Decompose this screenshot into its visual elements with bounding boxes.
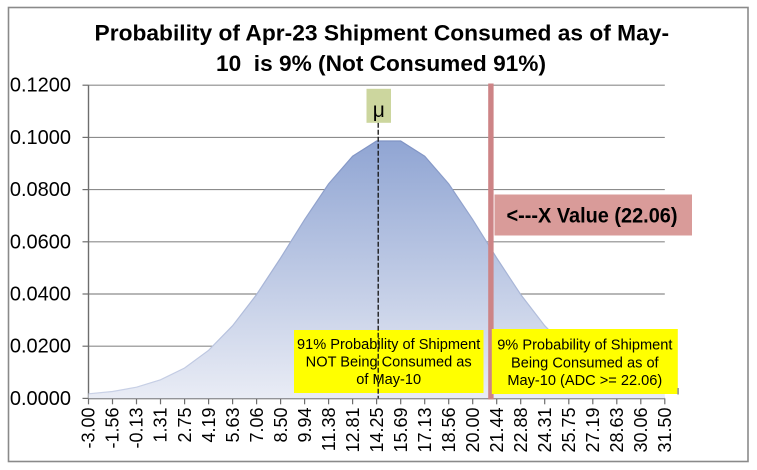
svg-text:4.19: 4.19 [199, 408, 219, 443]
svg-text:-0.13: -0.13 [127, 408, 147, 449]
svg-text:9% Probability of Shipment: 9% Probability of Shipment [497, 338, 672, 354]
svg-text:-1.56: -1.56 [103, 408, 123, 449]
svg-text:1.31: 1.31 [151, 408, 171, 443]
svg-text:-3.00: -3.00 [79, 408, 99, 449]
svg-text:0.0800: 0.0800 [10, 179, 71, 201]
svg-text:9.94: 9.94 [295, 408, 315, 443]
svg-text:0.1200: 0.1200 [10, 75, 71, 97]
svg-text:24.31: 24.31 [535, 408, 555, 453]
svg-text:μ: μ [373, 99, 385, 122]
svg-text:28.63: 28.63 [607, 408, 627, 453]
svg-text:21.44: 21.44 [487, 408, 507, 453]
svg-text:18.56: 18.56 [439, 408, 459, 453]
svg-text:91% Probability of Shipment: 91% Probability of Shipment [297, 337, 480, 353]
svg-text:5.63: 5.63 [223, 408, 243, 443]
svg-text:22.88: 22.88 [511, 408, 531, 453]
svg-text:Being Consumed as of: Being Consumed as of [511, 356, 660, 372]
svg-text:0.0200: 0.0200 [10, 336, 71, 358]
svg-text:NOT Being Consumed as: NOT Being Consumed as [306, 355, 472, 371]
svg-text:0.1000: 0.1000 [10, 127, 71, 149]
svg-text:May-10 (ADC >= 22.06): May-10 (ADC >= 22.06) [507, 373, 662, 389]
svg-text:31.50: 31.50 [655, 408, 675, 453]
svg-text:25.75: 25.75 [559, 408, 579, 453]
svg-text:27.19: 27.19 [583, 408, 603, 453]
svg-text:Probability of Apr-23 Shipment: Probability of Apr-23 Shipment Consumed … [95, 21, 670, 46]
svg-text:0.0000: 0.0000 [10, 388, 71, 410]
svg-text:11.38: 11.38 [319, 408, 339, 452]
svg-text:30.06: 30.06 [631, 408, 651, 453]
svg-text:7.06: 7.06 [247, 408, 267, 443]
svg-text:0.0600: 0.0600 [10, 231, 71, 253]
svg-text:20.00: 20.00 [463, 408, 483, 453]
svg-text:15.69: 15.69 [391, 408, 411, 453]
svg-text:8.50: 8.50 [271, 408, 291, 443]
svg-text:2.75: 2.75 [175, 408, 195, 443]
svg-text:12.81: 12.81 [343, 408, 363, 453]
svg-text:10 is 9% (Not Consumed 91%): 10 is 9% (Not Consumed 91%) [216, 51, 546, 76]
svg-text:17.13: 17.13 [415, 408, 435, 453]
svg-text:0.0400: 0.0400 [10, 284, 71, 306]
svg-text:<---X Value (22.06): <---X Value (22.06) [507, 203, 678, 227]
svg-text:of May-10: of May-10 [356, 372, 421, 388]
svg-text:14.25: 14.25 [367, 408, 387, 453]
